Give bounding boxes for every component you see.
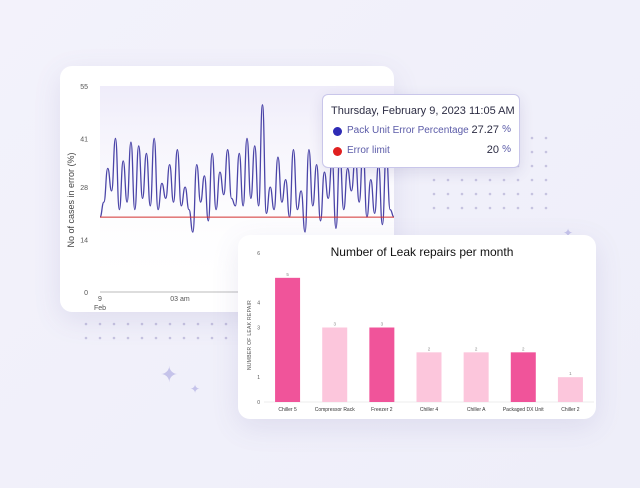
tooltip-row-error-limit: Error limit 20 % xyxy=(333,144,511,159)
tooltip-unit: % xyxy=(502,124,511,135)
sparkle-icon: ✦ xyxy=(160,362,179,387)
bar-value-label: 5 xyxy=(286,272,289,277)
bar-chiller-2[interactable] xyxy=(557,377,583,402)
sparkle-icon-top: ✦ xyxy=(563,226,574,240)
bar-value-label: 1 xyxy=(569,371,572,376)
y-tick-label: 14 xyxy=(80,238,88,245)
bar-y-tick-label: 1 xyxy=(257,375,260,381)
tooltip-unit: % xyxy=(502,144,511,155)
bar-value-label: 3 xyxy=(333,322,336,327)
bar-value-label: 2 xyxy=(428,346,431,351)
y-tick-label: 41 xyxy=(80,136,88,143)
tooltip-row-pack-unit: Pack Unit Error Percentage 27.27 % xyxy=(333,124,511,139)
bar-chart-title: Number of Leak repairs per month xyxy=(331,245,514,259)
error-limit-legend-dot-icon xyxy=(333,147,342,156)
y-tick-label: 0 xyxy=(84,290,88,297)
bar-category-label: Packaged DX Unit xyxy=(503,407,544,413)
bar-category-label: Freezer 2 xyxy=(371,407,393,413)
tooltip-label: Pack Unit Error Percentage xyxy=(347,125,469,136)
bar-category-label: Chiller A xyxy=(467,407,486,413)
y-tick-label: 55 xyxy=(80,84,88,91)
x-tick-label-sub: Feb xyxy=(94,305,106,312)
bar-chiller-4[interactable] xyxy=(416,352,442,402)
bar-chart[interactable]: Number of Leak repairs per month NUMBER … xyxy=(238,235,596,419)
dot-grid-left xyxy=(84,322,228,340)
bar-category-label: Compressor Rack xyxy=(315,407,356,413)
bar-y-tick-label: 3 xyxy=(257,326,260,332)
chart-tooltip: Thursday, February 9, 2023 11:05 AM Pack… xyxy=(322,94,520,168)
y-tick-label: 28 xyxy=(80,185,88,192)
bar-y-axis-label: NUMBER OF LEAK REPAIR xyxy=(247,300,253,370)
bar-freezer-2[interactable] xyxy=(369,327,395,403)
bar-y-tick-label: 4 xyxy=(257,301,260,307)
bar-chiller-a[interactable] xyxy=(463,352,489,402)
bar-category-label: Chiller 2 xyxy=(561,407,580,413)
y-axis-label: No of cases in error (%) xyxy=(66,152,76,247)
bar-value-label: 2 xyxy=(475,346,478,351)
bar-compressor-rack[interactable] xyxy=(322,327,348,403)
bar-chiller-5[interactable] xyxy=(275,277,301,402)
tooltip-value: 20 xyxy=(486,144,499,156)
tooltip-value: 27.27 xyxy=(471,124,499,136)
sparkle-icon-small: ✦ xyxy=(190,382,201,396)
bar-y-tick-label: 6 xyxy=(257,251,260,257)
x-tick-label: 03 am xyxy=(170,296,190,303)
tooltip-label: Error limit xyxy=(347,145,390,156)
bar-packaged-dx-unit[interactable] xyxy=(510,352,536,402)
x-tick-label: 9 xyxy=(98,296,102,303)
bar-value-label: 3 xyxy=(381,322,384,327)
tooltip-date: Thursday, February 9, 2023 11:05 AM xyxy=(331,105,515,117)
pack-unit-legend-dot-icon xyxy=(333,127,342,136)
bar-value-label: 2 xyxy=(522,346,525,351)
bar-category-label: Chiller 5 xyxy=(278,407,297,413)
bar-category-label: Chiller 4 xyxy=(420,407,439,413)
bar-chart-card: Number of Leak repairs per month NUMBER … xyxy=(238,235,596,419)
error-percentage-line xyxy=(99,104,395,233)
bar-y-tick-label: 0 xyxy=(257,400,260,406)
